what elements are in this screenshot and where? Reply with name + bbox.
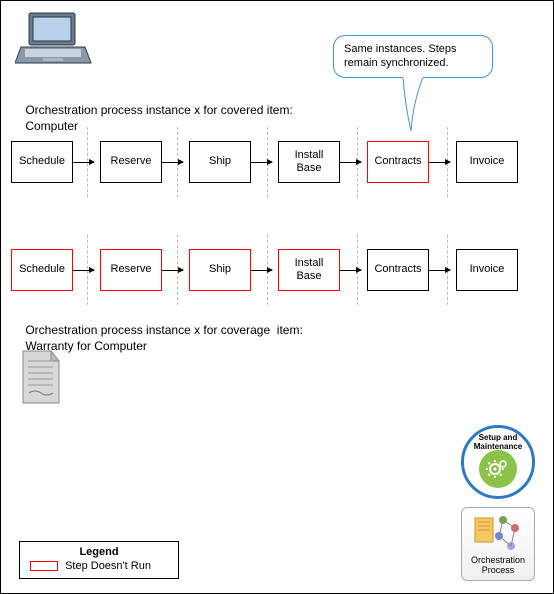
step-label: Ship — [209, 155, 231, 168]
callout-tail — [393, 75, 433, 135]
step-box: Schedule — [11, 249, 73, 291]
step-box: Invoice — [456, 141, 518, 183]
arrow-icon — [73, 162, 94, 163]
step-label: Install Base — [295, 257, 324, 283]
step-box: Schedule — [11, 141, 73, 183]
step-label: Ship — [209, 263, 231, 276]
step-label: Schedule — [19, 155, 65, 168]
legend-box: Legend Step Doesn't Run — [19, 541, 179, 579]
arrow-icon — [251, 270, 272, 271]
document-icon — [19, 349, 63, 410]
step-label: Invoice — [470, 155, 505, 168]
flow-row-1: Schedule Reserve Ship Install Base Contracts… — [11, 135, 545, 189]
step-label: Reserve — [111, 263, 152, 276]
step-label: Contracts — [374, 155, 421, 168]
diagram-canvas: Same instances. Steps remain synchronize… — [0, 0, 554, 594]
step-label: Schedule — [19, 263, 65, 276]
callout-bubble: Same instances. Steps remain synchronize… — [333, 35, 493, 78]
arrow-icon — [340, 162, 361, 163]
step-label: Contracts — [374, 263, 421, 276]
step-box: Contracts — [367, 141, 429, 183]
setup-maintenance-icon: Setup and Maintenance — [461, 425, 535, 499]
step-box: Reserve — [100, 141, 162, 183]
flow-row-2: Schedule Reserve Ship Install Base Contracts… — [11, 243, 545, 297]
step-box: Invoice — [456, 249, 518, 291]
gears-icon — [479, 450, 517, 488]
arrow-icon — [429, 162, 450, 163]
step-box: Install Base — [278, 249, 340, 291]
arrow-icon — [73, 270, 94, 271]
orchestration-process-icon: Orchestration Process — [461, 507, 535, 581]
step-box: Contracts — [367, 249, 429, 291]
callout-text: Same instances. Steps remain synchronize… — [344, 43, 457, 69]
arrow-icon — [429, 270, 450, 271]
step-label: Reserve — [111, 155, 152, 168]
legend-title: Legend — [30, 546, 168, 558]
arrow-icon — [162, 162, 183, 163]
arrow-icon — [340, 270, 361, 271]
laptop-icon — [15, 9, 93, 72]
step-box: Ship — [189, 141, 251, 183]
step-label: Install Base — [295, 149, 324, 175]
legend-item: Step Doesn't Run — [65, 560, 151, 572]
step-box: Reserve — [100, 249, 162, 291]
header1-sub-text: Computer — [25, 119, 78, 133]
legend-swatch — [30, 561, 58, 571]
step-label: Invoice — [470, 263, 505, 276]
arrow-icon — [251, 162, 272, 163]
orch-proc-title: Orchestration Process — [462, 556, 534, 576]
step-box: Ship — [189, 249, 251, 291]
step-box: Install Base — [278, 141, 340, 183]
setup-title: Setup and Maintenance — [464, 434, 532, 452]
arrow-icon — [162, 270, 183, 271]
